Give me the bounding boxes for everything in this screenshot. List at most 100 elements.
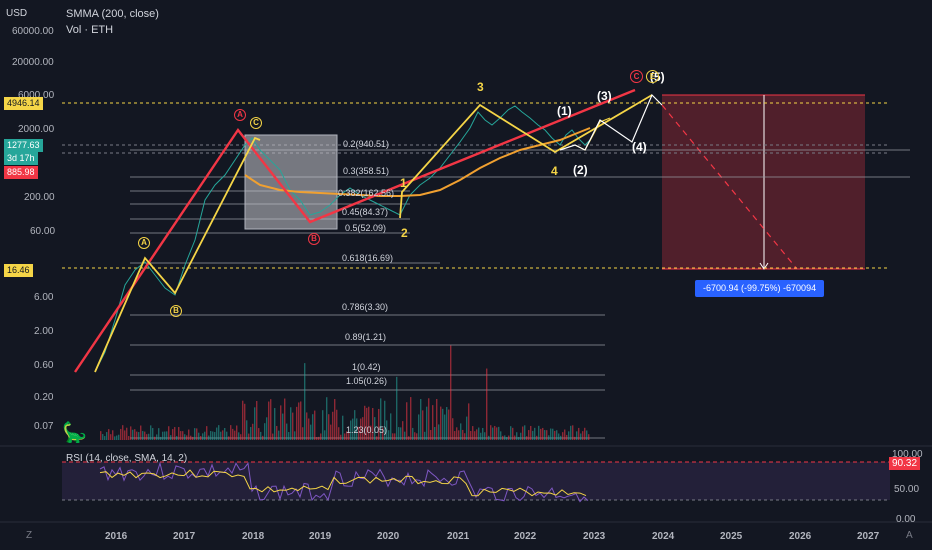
volume-bar	[102, 434, 104, 440]
wave-p3-label: (3)	[597, 89, 612, 103]
volume-bar	[128, 436, 130, 440]
volume-bar	[506, 436, 508, 440]
x-tick: 2025	[720, 531, 743, 542]
volume-bar	[424, 431, 426, 440]
volume-bar	[164, 431, 166, 440]
volume-bar	[136, 431, 138, 440]
volume-bar	[378, 408, 380, 440]
y-tick: 0.60	[34, 360, 54, 371]
auto-scale-button[interactable]: A	[906, 530, 913, 541]
volume-bar	[552, 428, 554, 440]
volume-bar	[364, 405, 366, 440]
timezone-button[interactable]: Z	[26, 530, 33, 541]
volume-bar	[512, 427, 514, 440]
rsi-legend[interactable]: RSI (14, close, SMA, 14, 2)	[66, 453, 188, 464]
volume-bar	[500, 431, 502, 440]
volume-bar	[266, 417, 268, 440]
volume-bar	[296, 406, 298, 440]
x-tick: 2016	[105, 531, 128, 542]
volume-bar	[346, 431, 348, 440]
smma-line	[244, 127, 591, 197]
volume-bar	[206, 426, 208, 440]
fib-label: 1.05(0.26)	[346, 376, 388, 386]
volume-bar	[380, 398, 382, 440]
volume-bar	[268, 401, 270, 440]
volume-bar	[418, 414, 420, 440]
volume-bar	[486, 368, 488, 440]
volume-bar	[518, 436, 520, 440]
volume-bar	[216, 427, 218, 440]
smma-legend[interactable]: SMMA (200, close)	[66, 8, 159, 20]
volume-bar	[178, 427, 180, 440]
rsi-y-tick: 50.00	[894, 484, 920, 495]
fib-label: 1(0.42)	[352, 362, 381, 372]
volume-bar	[574, 436, 576, 440]
volume-legend[interactable]: Vol · ETH	[66, 24, 114, 36]
volume-bar	[304, 363, 306, 440]
volume-bar	[330, 424, 332, 440]
volume-bar	[412, 427, 414, 440]
volume-bar	[400, 427, 402, 440]
volume-bar	[350, 420, 352, 440]
volume-bar	[508, 435, 510, 440]
volume-bar	[222, 430, 224, 440]
volume-bar	[334, 399, 336, 440]
volume-bar	[154, 436, 156, 440]
volume-bar	[184, 434, 186, 440]
volume-bar	[140, 425, 142, 440]
volume-bar	[226, 431, 228, 440]
x-tick: 2022	[514, 531, 537, 542]
volume-bar	[142, 431, 144, 440]
volume-bar	[544, 430, 546, 440]
volume-bar	[180, 431, 182, 440]
volume-bar	[528, 430, 530, 440]
volume-bar	[382, 427, 384, 440]
volume-bar	[472, 426, 474, 440]
volume-bar	[572, 425, 574, 440]
volume-bar	[356, 418, 358, 440]
fib-label: 1.23(0.05)	[346, 425, 388, 435]
volume-bar	[186, 435, 188, 440]
x-tick: 2019	[309, 531, 332, 542]
volume-bar	[256, 400, 258, 440]
volume-bar	[170, 435, 172, 440]
volume-bar	[452, 418, 454, 440]
low-price-badge: 885.98	[4, 166, 38, 179]
volume-bar	[460, 423, 462, 440]
volume-bar	[504, 435, 506, 440]
volume-bar	[546, 430, 548, 440]
volume-bar	[366, 407, 368, 440]
y-tick: 200.00	[24, 192, 55, 203]
price-range-measure-label[interactable]: -6700.94 (-99.75%) -670094	[695, 280, 825, 297]
volume-bar	[344, 433, 346, 440]
fib-label: 0.382(162.56)	[338, 188, 395, 198]
volume-bar	[218, 425, 220, 440]
x-tick: 2024	[652, 531, 675, 542]
volume-bar	[160, 436, 162, 440]
volume-bar	[336, 409, 338, 440]
volume-bar	[124, 430, 126, 440]
wave-3-label: 3	[477, 80, 484, 94]
volume-bar	[126, 427, 128, 440]
volume-bar	[196, 428, 198, 440]
volume-bar	[172, 429, 174, 440]
x-tick: 2018	[242, 531, 265, 542]
volume-bar	[212, 431, 214, 440]
volume-bar	[478, 427, 480, 440]
volume-bar	[224, 427, 226, 440]
volume-bar	[116, 435, 118, 440]
volume-bar	[494, 425, 496, 440]
volume-bar	[376, 436, 378, 440]
volume-bar	[534, 427, 536, 440]
volume-bar	[578, 427, 580, 440]
volume-bar	[496, 427, 498, 440]
volume-bar	[484, 432, 486, 440]
volume-bar	[328, 414, 330, 440]
volume-bar	[240, 434, 242, 440]
volume-bar	[134, 429, 136, 440]
volume-bar	[294, 431, 296, 440]
wave-2-label: 2	[401, 226, 408, 240]
wave-e-yellow-label: E	[646, 70, 659, 83]
volume-bar	[550, 428, 552, 440]
